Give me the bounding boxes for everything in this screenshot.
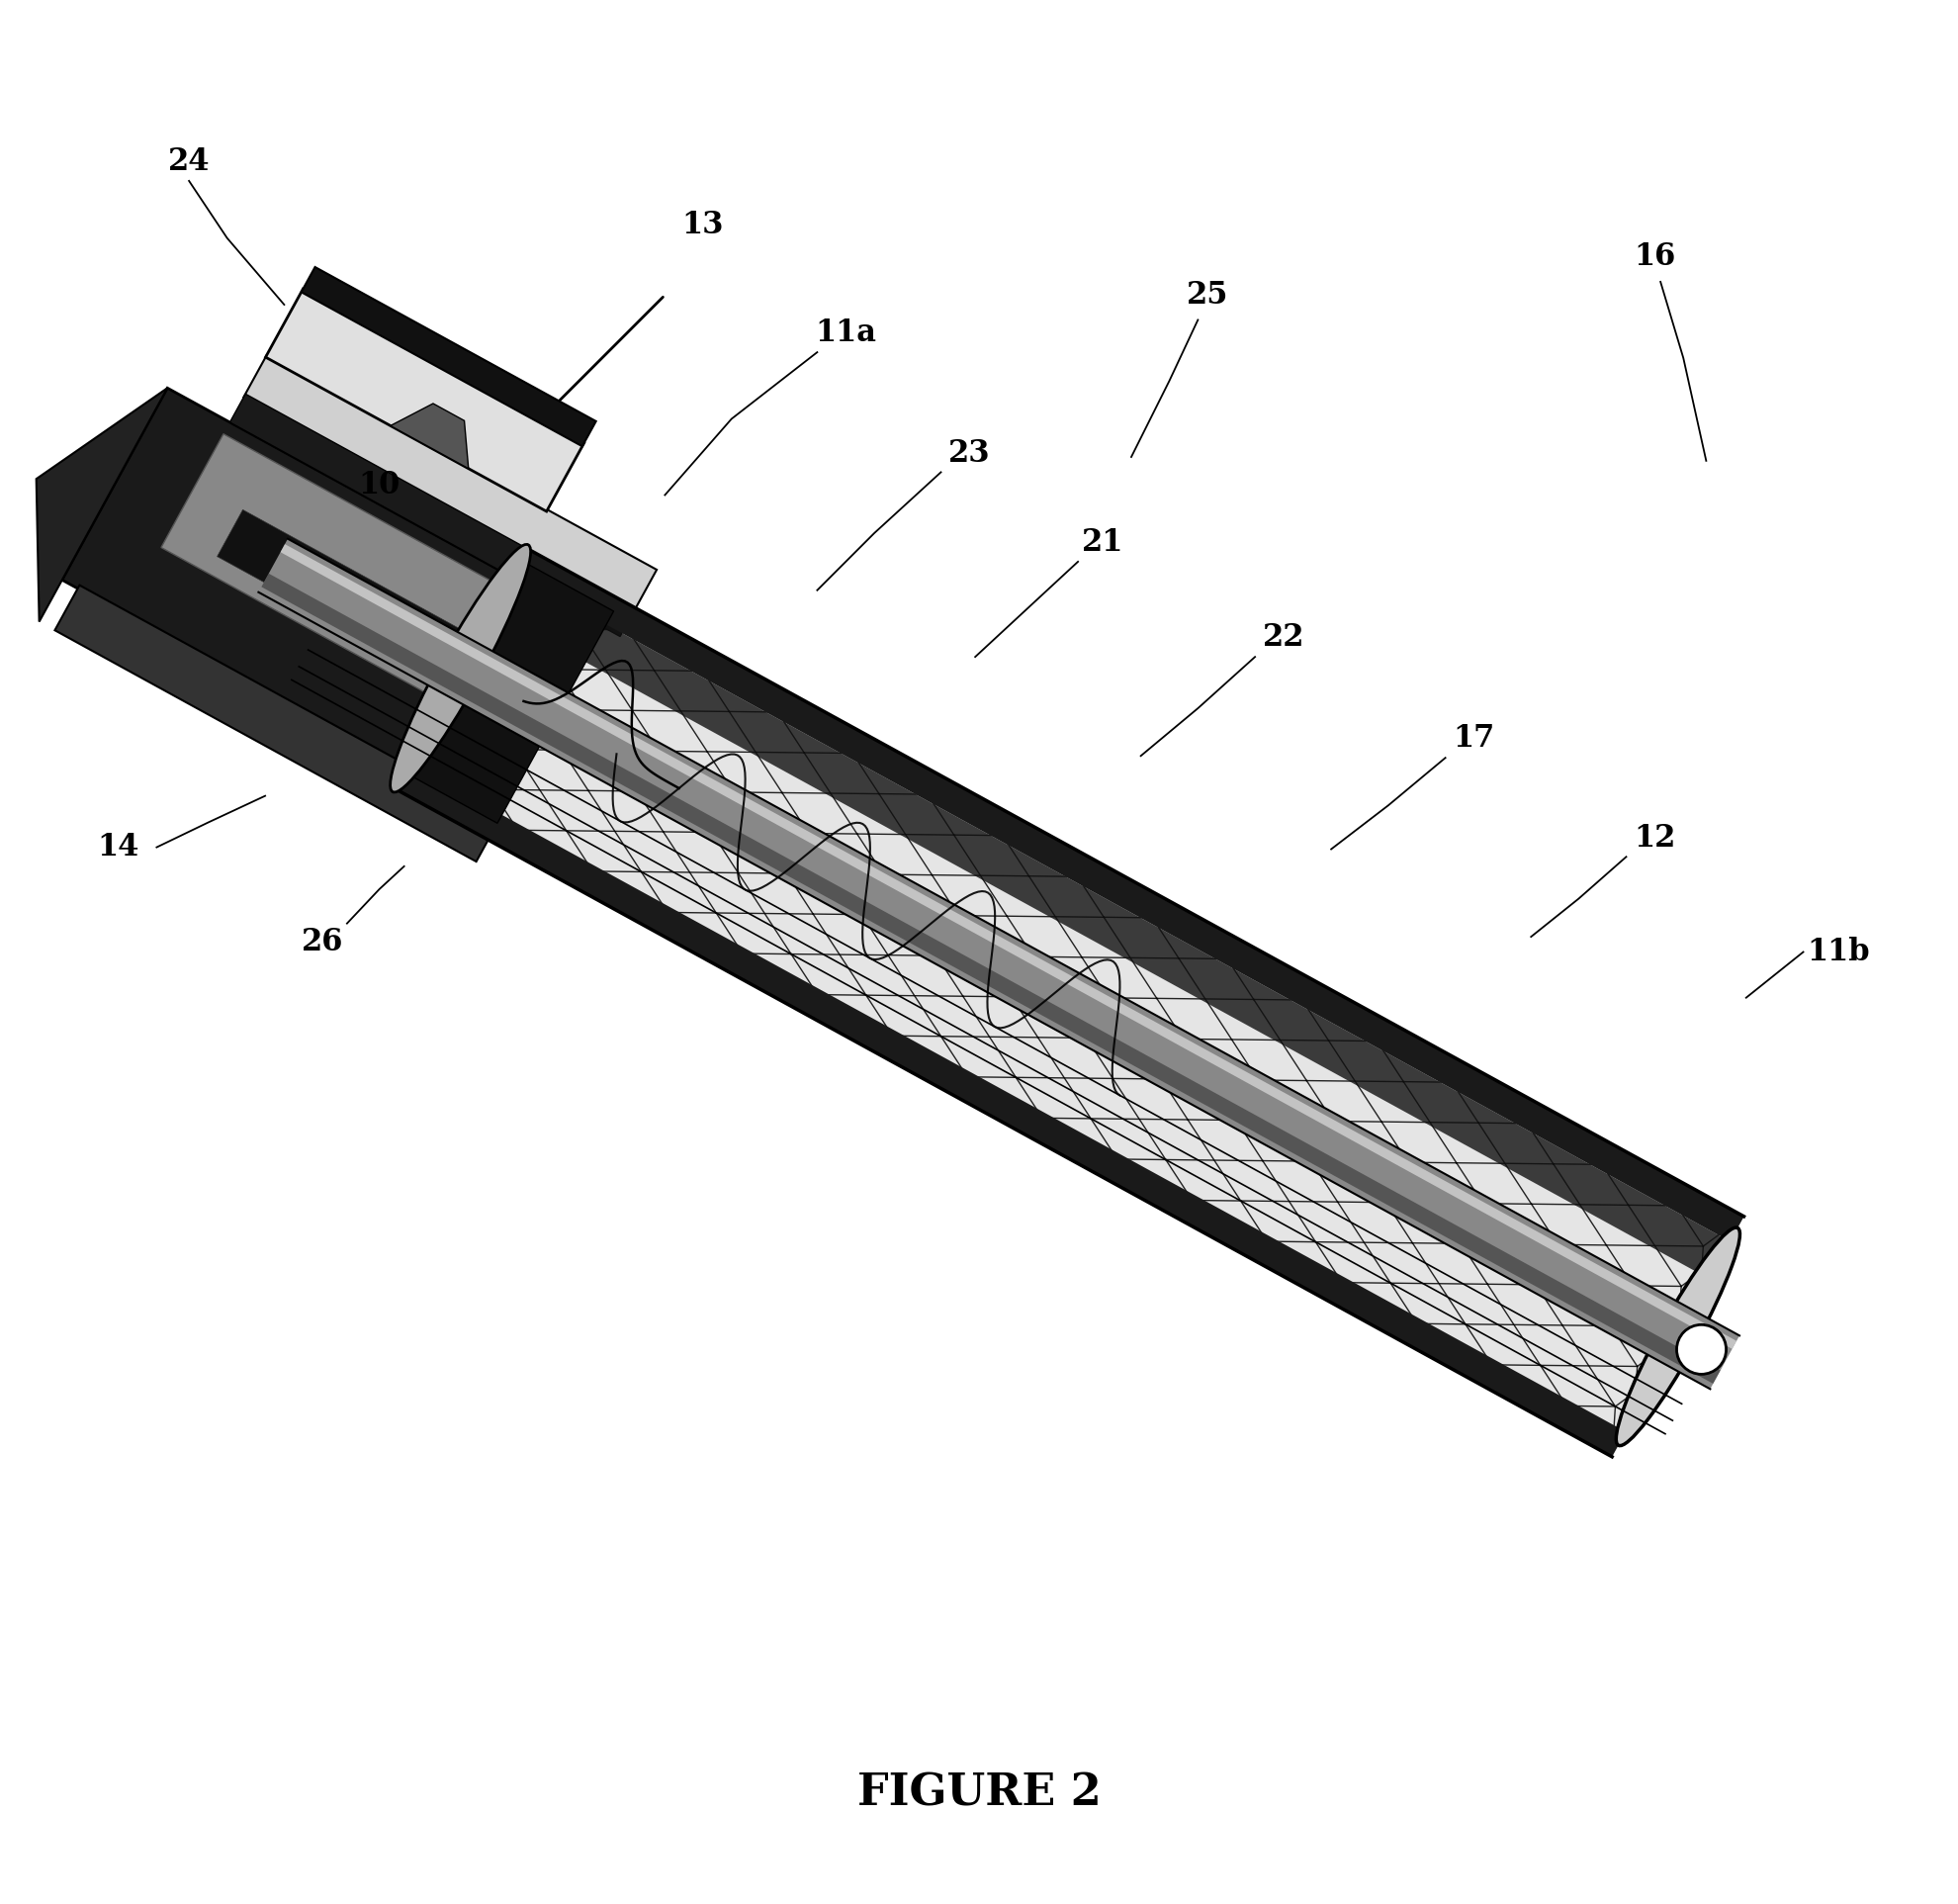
Text: 17: 17 xyxy=(1453,724,1494,754)
Text: 16: 16 xyxy=(1633,242,1676,272)
Polygon shape xyxy=(63,388,589,811)
Polygon shape xyxy=(243,356,656,611)
Ellipse shape xyxy=(1615,1228,1741,1445)
Text: 25: 25 xyxy=(1187,280,1228,310)
Polygon shape xyxy=(217,510,538,720)
Polygon shape xyxy=(258,539,1739,1390)
Polygon shape xyxy=(302,267,595,446)
Polygon shape xyxy=(491,573,1731,1279)
Polygon shape xyxy=(390,404,468,468)
Polygon shape xyxy=(513,548,1745,1241)
Polygon shape xyxy=(280,545,1737,1348)
Text: 24: 24 xyxy=(168,147,210,177)
Text: 10: 10 xyxy=(358,470,399,501)
Polygon shape xyxy=(394,548,1745,1457)
Polygon shape xyxy=(394,548,1745,1457)
Polygon shape xyxy=(229,394,636,636)
Polygon shape xyxy=(262,573,1721,1384)
Text: 12: 12 xyxy=(1633,823,1676,853)
Ellipse shape xyxy=(390,545,531,792)
Text: FIGURE 2: FIGURE 2 xyxy=(858,1773,1100,1815)
Text: 13: 13 xyxy=(681,209,724,240)
Text: 23: 23 xyxy=(948,438,991,468)
Circle shape xyxy=(1676,1325,1727,1375)
Polygon shape xyxy=(55,585,501,863)
Text: 26: 26 xyxy=(302,927,343,958)
Polygon shape xyxy=(266,289,583,512)
Polygon shape xyxy=(37,388,168,623)
Text: 11a: 11a xyxy=(815,318,877,348)
Text: 11b: 11b xyxy=(1807,937,1870,967)
Polygon shape xyxy=(161,434,568,737)
Text: 22: 22 xyxy=(1263,623,1304,653)
Polygon shape xyxy=(403,560,613,823)
Text: 14: 14 xyxy=(98,832,139,863)
Polygon shape xyxy=(394,764,1625,1457)
Text: 21: 21 xyxy=(1081,527,1124,558)
